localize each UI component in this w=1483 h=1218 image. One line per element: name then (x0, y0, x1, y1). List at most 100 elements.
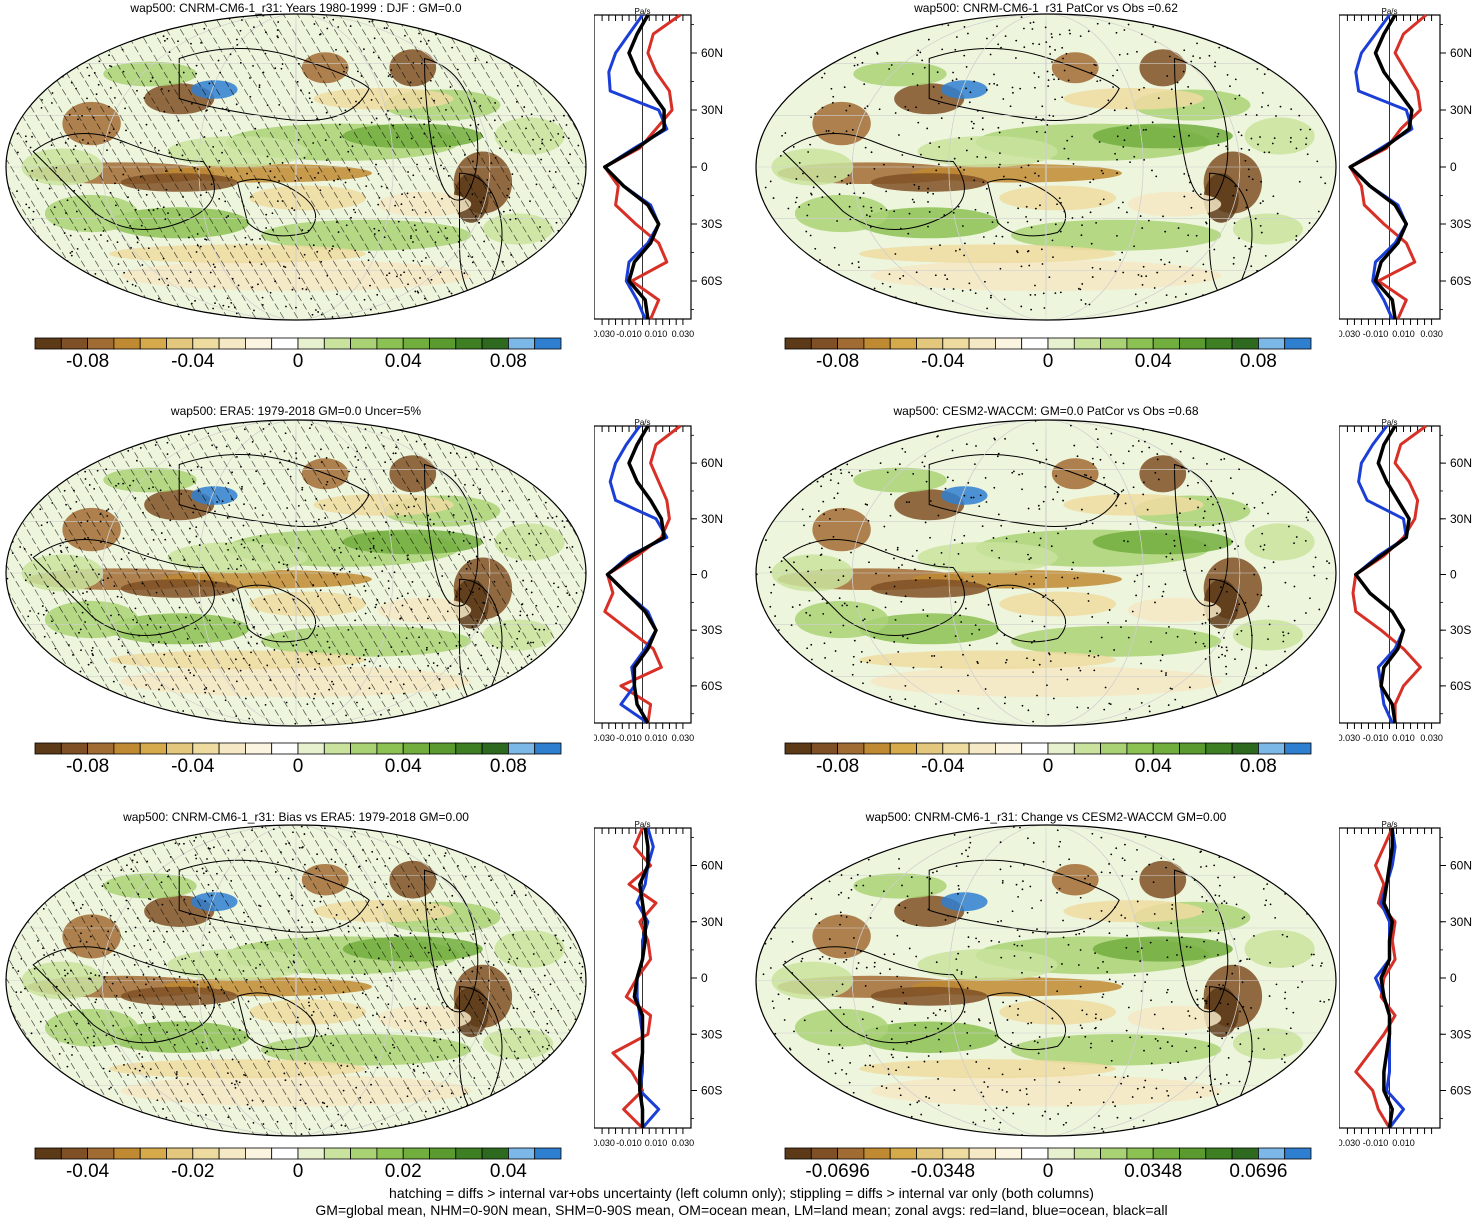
stipple-dot (951, 79, 954, 82)
stipple-dot (1210, 495, 1213, 498)
stipple-dot (1202, 517, 1205, 519)
stipple-dot (291, 207, 294, 210)
stipple-dot (834, 962, 837, 965)
stipple-dot (27, 290, 30, 293)
stipple-dot (862, 706, 865, 709)
stipple-dot (545, 880, 548, 883)
stipple-dot (212, 263, 215, 266)
stipple-dot (353, 960, 356, 963)
stipple-dot (791, 606, 794, 608)
stipple-dot (562, 850, 565, 853)
stipple-dot (922, 609, 925, 611)
stipple-dot (547, 304, 550, 307)
stipple-dot (1025, 215, 1027, 218)
stipple-dot (757, 652, 760, 655)
stipple-dot (152, 538, 155, 541)
stipple-dot (427, 514, 430, 517)
stipple-dot (1078, 932, 1081, 935)
stipple-dot (567, 1101, 570, 1103)
stipple-dot (298, 1073, 300, 1076)
field-region (260, 1034, 472, 1066)
stipple-dot (1202, 614, 1205, 616)
stipple-dot (762, 314, 765, 317)
stipple-dot (793, 853, 796, 856)
stipple-dot (1018, 473, 1020, 476)
hatch-line (430, 825, 586, 1136)
stipple-dot (1276, 843, 1279, 846)
stipple-dot (1129, 523, 1132, 525)
stipple-dot (878, 108, 881, 111)
stipple-dot (1234, 78, 1237, 81)
stipple-dot (880, 308, 882, 311)
stipple-dot (33, 1099, 36, 1102)
stipple-dot (916, 54, 918, 57)
hatch-line (267, 14, 455, 320)
stipple-dot (937, 163, 940, 166)
stipple-dot (186, 1083, 189, 1085)
stipple-dot (117, 482, 120, 485)
stipple-dot (1009, 105, 1012, 108)
coastline (1173, 869, 1229, 1013)
colorbar-swatch (863, 337, 891, 350)
stipple-dot (778, 661, 781, 663)
stipple-dot (371, 20, 374, 22)
stipple-dot (566, 643, 569, 646)
stipple-dot (1089, 917, 1092, 920)
stipple-dot (1222, 984, 1224, 987)
hatch-line (169, 420, 357, 726)
stipple-dot (810, 192, 812, 195)
stipple-dot (915, 924, 918, 927)
colorbar-swatch (1021, 337, 1049, 350)
stipple-dot (830, 87, 833, 90)
stipple-dot (918, 1100, 920, 1102)
stipple-dot (75, 26, 78, 28)
stipple-dot (951, 300, 954, 302)
stipple-dot (116, 845, 119, 848)
stipple-dot (38, 880, 41, 883)
stipple-dot (841, 42, 844, 45)
stipple-dot (229, 825, 232, 827)
stipple-dot (523, 296, 525, 299)
stipple-dot (781, 248, 784, 251)
stipple-dot (212, 690, 215, 693)
stipple-dot (1284, 581, 1287, 584)
stipple-dot (1042, 596, 1045, 599)
stipple-dot (132, 305, 135, 308)
stipple-dot (76, 1022, 78, 1025)
map-plot (5, 419, 587, 727)
colorbar-tick-label: 0.08 (489, 756, 527, 777)
stipple-dot (1044, 131, 1047, 134)
stipple-dot (955, 958, 958, 961)
stipple-dot (910, 1115, 913, 1118)
stipple-dot (12, 966, 15, 969)
colorbar-swatch (113, 337, 141, 350)
stipple-dot (500, 20, 503, 23)
stipple-dot (1144, 440, 1146, 443)
stipple-dot (25, 453, 28, 455)
stipple-dot (904, 595, 907, 598)
stipple-dot (954, 612, 957, 615)
colorbar (34, 337, 562, 350)
stipple-dot (1295, 147, 1298, 150)
stipple-dot (841, 179, 843, 182)
stipple-dot (248, 664, 251, 666)
field-region (482, 619, 553, 651)
graticule (1045, 420, 1047, 726)
field-region (44, 1008, 139, 1047)
stipple-dot (131, 425, 133, 428)
stipple-dot (36, 26, 39, 29)
stipple-dot (1133, 1125, 1135, 1128)
stipple-dot (568, 294, 571, 297)
stipple-dot (1142, 418, 1144, 420)
stipple-dot (388, 117, 391, 120)
stipple-dot (408, 1121, 410, 1123)
stipple-dot (1142, 493, 1145, 496)
stipple-dot (1214, 61, 1217, 64)
stipple-dot (521, 688, 524, 691)
stipple-dot (834, 509, 837, 511)
stipple-dot (1050, 33, 1053, 35)
stipple-dot (1136, 574, 1139, 577)
stipple-dot (1314, 34, 1316, 37)
stipple-dot (1145, 128, 1147, 131)
stipple-dot (1217, 631, 1220, 634)
